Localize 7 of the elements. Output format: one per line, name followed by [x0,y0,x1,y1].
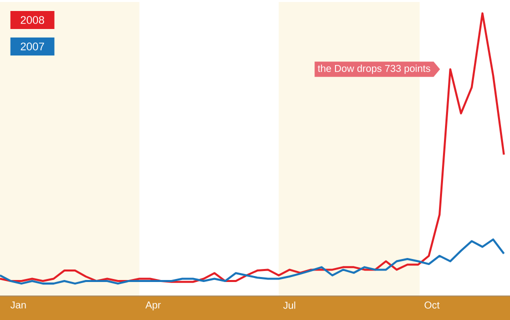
x-tick-label: Apr [145,302,161,310]
x-tick-label: Jul [283,302,296,309]
x-tick-label: Jan [10,302,26,308]
text: 2008 [20,16,44,24]
x-tick-label: Oct [424,302,440,309]
annotation: the Dow drops 733 points [318,64,430,74]
text: 2007 [20,42,44,50]
